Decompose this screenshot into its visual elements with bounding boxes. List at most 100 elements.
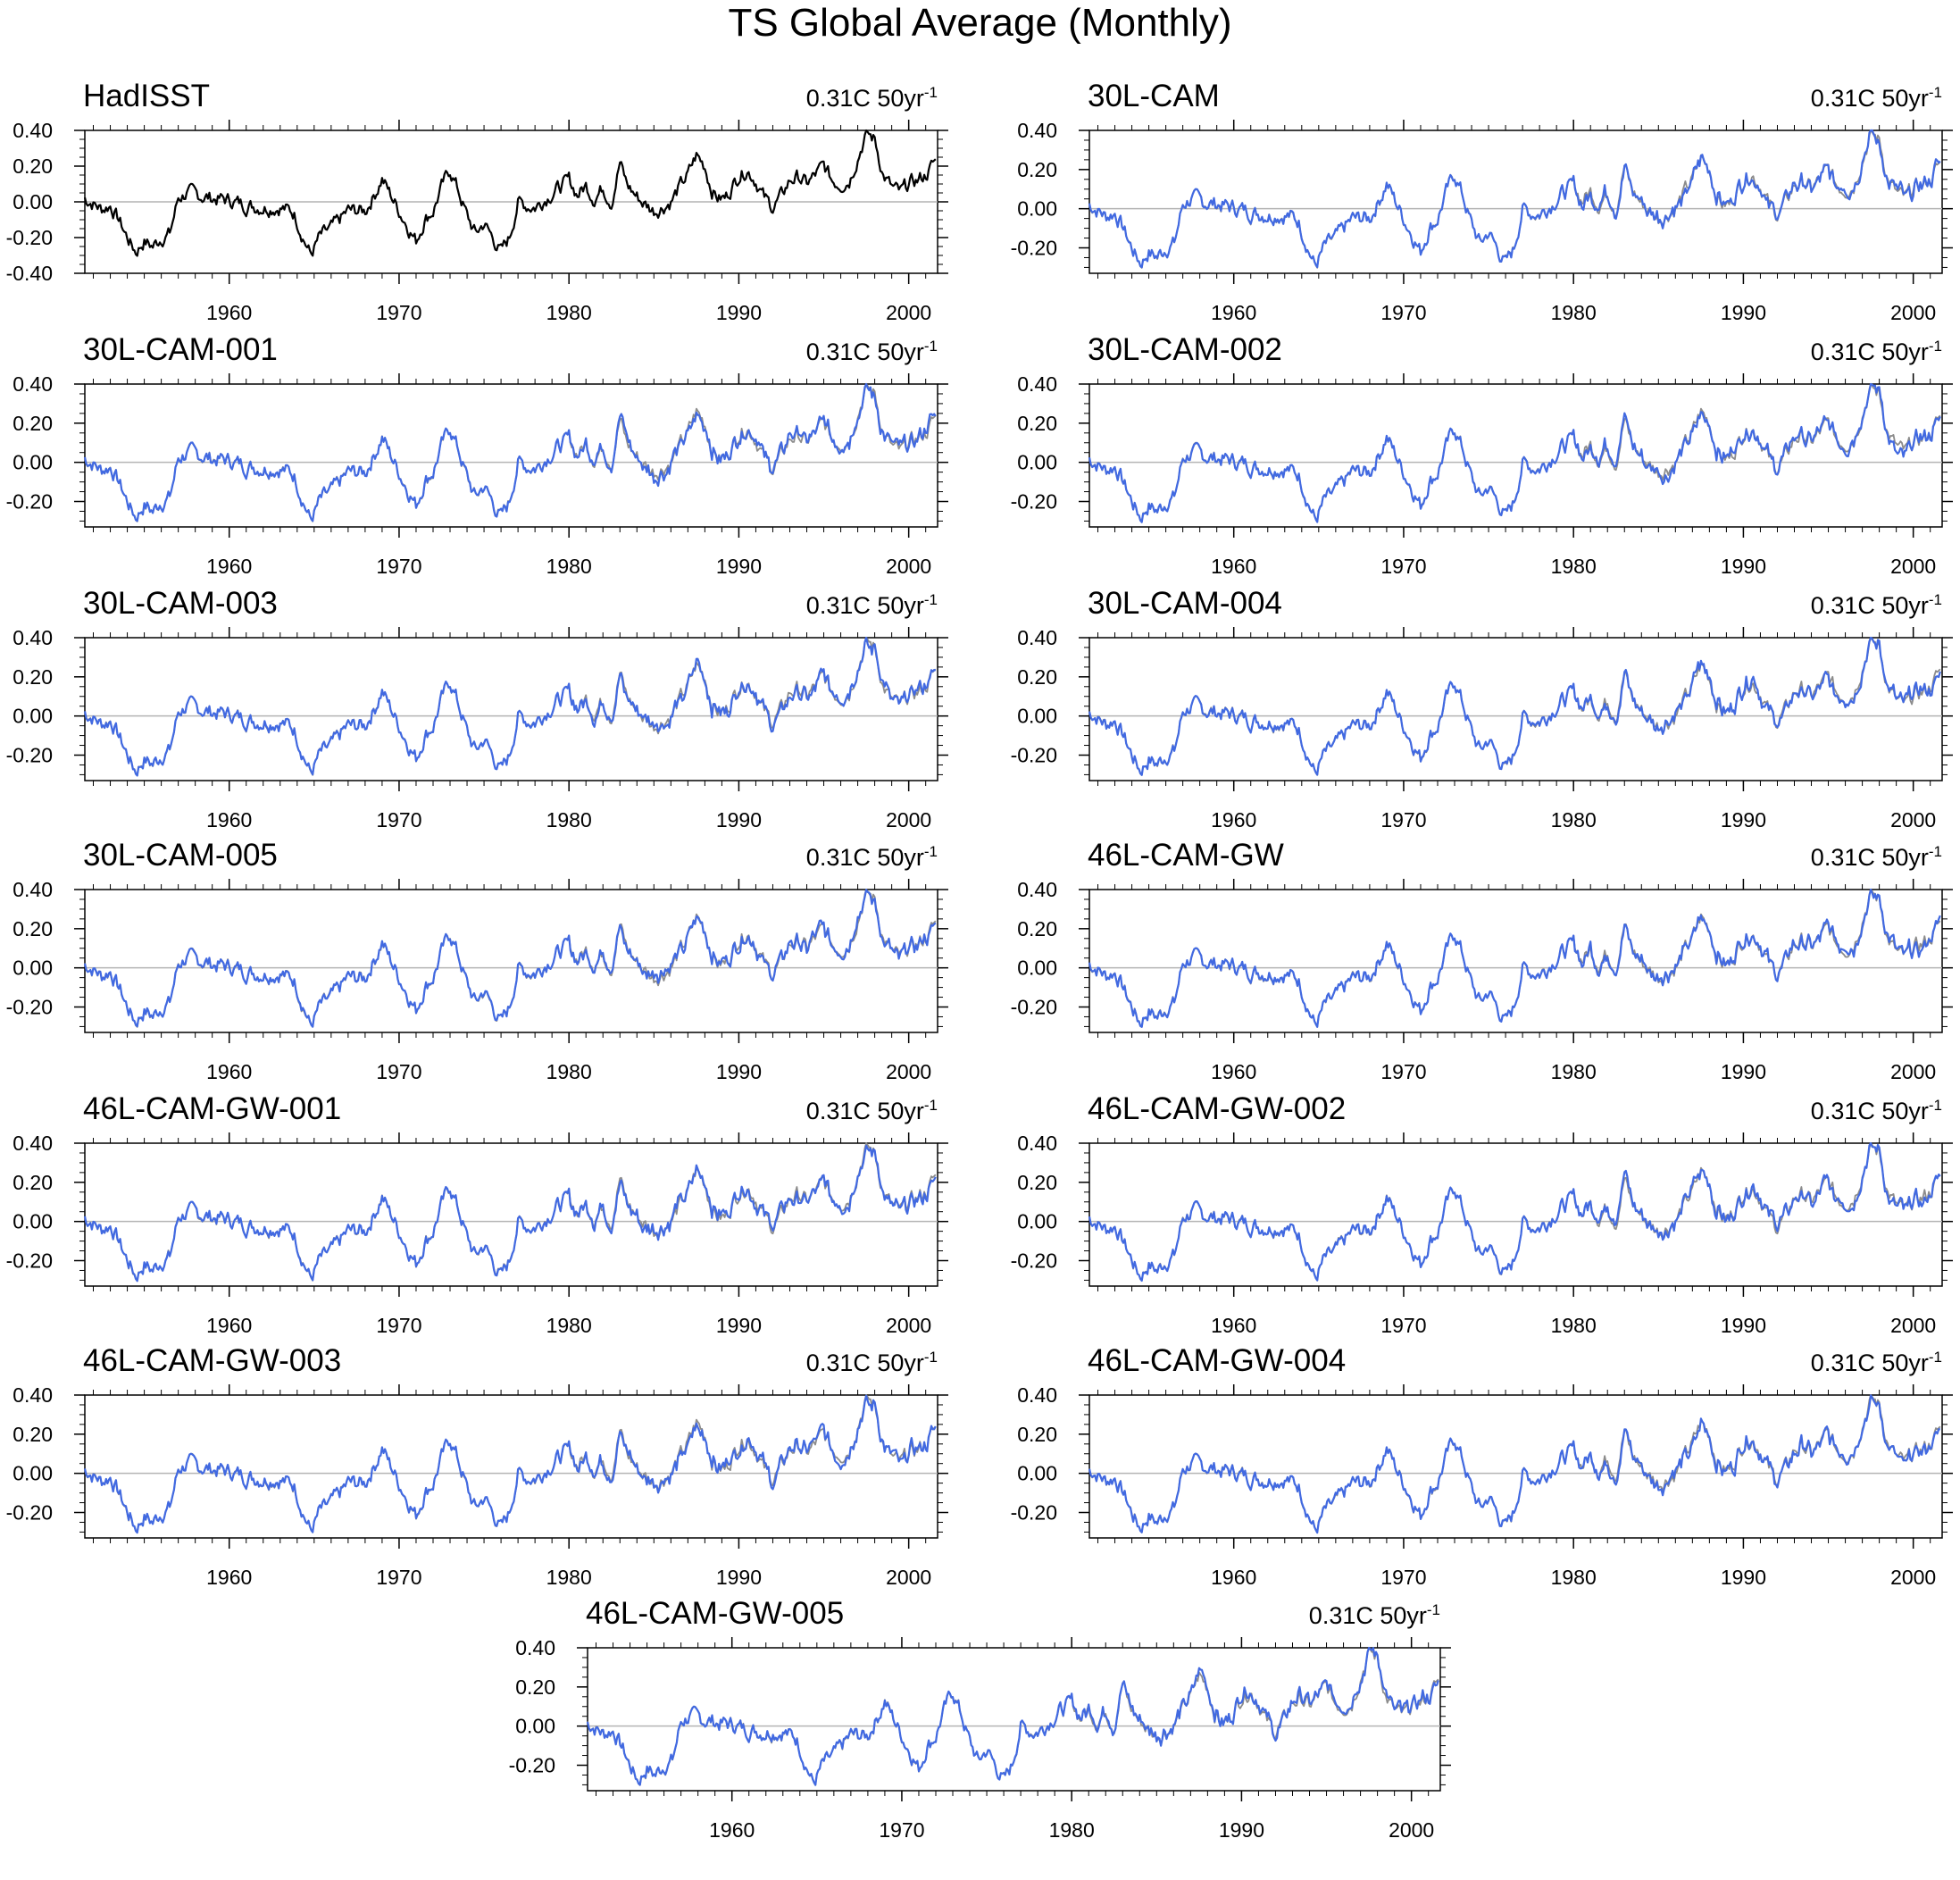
- x-tick-label: 1970: [1380, 301, 1426, 324]
- x-tick-label: 1970: [1380, 1314, 1426, 1337]
- plot-area: -0.20 0.00 0.20 0.40 1960 1970 1980 1990 2000: [1011, 626, 1953, 831]
- y-tick-label: -0.20: [1011, 490, 1057, 514]
- y-tick-label: 0.40: [13, 1132, 53, 1155]
- x-tick-label: 1990: [716, 808, 762, 831]
- y-tick-label: 0.20: [13, 412, 53, 435]
- plot-frame: [1088, 889, 1943, 1033]
- trend-value: 0.31C 50yr: [1810, 85, 1929, 112]
- panel-title: 30L-CAM-001: [83, 332, 278, 367]
- y-tick-label: 0.00: [13, 705, 53, 728]
- x-tick-label: 1990: [1219, 1818, 1264, 1842]
- plot-frame: [1088, 637, 1943, 781]
- plot-frame: [84, 383, 938, 528]
- x-tick-label: 1970: [1380, 808, 1426, 831]
- panel-title: 30L-CAM-005: [83, 838, 278, 873]
- y-tick-label: 0.40: [515, 1636, 555, 1659]
- y-tick-label: 0.20: [13, 917, 53, 940]
- panel-30l-cam: 30L-CAM 0.31C 50yr-1 -0.20 0.00 0.20 0.40 1960…: [1005, 79, 1960, 363]
- y-tick-label: 0.40: [13, 626, 53, 649]
- trend-label: 0.31C 50yr-1: [1764, 1349, 1942, 1377]
- trend-exponent: -1: [1928, 338, 1942, 355]
- series-line-model: [83, 1394, 937, 1534]
- plot-frame: [1088, 1142, 1943, 1287]
- series-line-model: [1088, 1394, 1940, 1534]
- x-tick-label: 1990: [1721, 1314, 1766, 1337]
- y-tick-label: 0.00: [13, 1462, 53, 1485]
- y-tick-label: 0.20: [1017, 1423, 1057, 1446]
- x-tick-label: 1960: [206, 301, 252, 324]
- x-tick-label: 2000: [1890, 555, 1936, 578]
- x-tick-label: 1980: [1551, 1566, 1597, 1589]
- panel-title: 46L-CAM-GW-004: [1088, 1343, 1347, 1378]
- x-tick-label: 1960: [206, 1060, 252, 1083]
- y-tick-label: -0.20: [1011, 996, 1057, 1019]
- y-tick-label: 0.40: [1017, 119, 1057, 142]
- x-tick-label: 1970: [376, 1566, 421, 1589]
- y-tick-label: -0.20: [6, 1249, 53, 1273]
- panel-title: 46L-CAM-GW: [1088, 838, 1284, 873]
- x-tick-label: 1990: [716, 1314, 762, 1337]
- series-line-model: [1088, 1141, 1941, 1283]
- x-tick-label: 1960: [206, 1566, 252, 1589]
- x-tick-label: 2000: [886, 555, 931, 578]
- y-tick-label: -0.40: [6, 262, 53, 285]
- x-tick-label: 1970: [1380, 1060, 1426, 1083]
- plot-area: -0.20 0.00 0.20 0.40 1960 1970 1980 1990 2000: [1011, 1132, 1953, 1337]
- plot-area: -0.20 0.00 0.20 0.40 1960 1970 1980 1990 2000: [509, 1636, 1451, 1842]
- trend-label: 0.31C 50yr-1: [759, 843, 938, 872]
- y-tick-label: 0.20: [515, 1675, 555, 1699]
- trend-exponent: -1: [923, 1349, 938, 1366]
- y-tick-label: 0.20: [1017, 412, 1057, 435]
- plot-area: -0.40 -0.20 0.00 0.20 0.40 1960 1970 1980 1990 20…: [6, 119, 948, 324]
- x-tick-label: 1980: [546, 1566, 592, 1589]
- y-tick-label: 0.40: [1017, 1132, 1057, 1155]
- panel-30l-cam-003: 30L-CAM-003 0.31C 50yr-1 -0.20 0.00 0.20 0.40…: [0, 586, 955, 870]
- plot-frame: [587, 1647, 1441, 1792]
- y-tick-label: 0.00: [1017, 197, 1057, 221]
- x-tick-label: 1980: [1551, 301, 1597, 324]
- panel-title: 30L-CAM-004: [1088, 586, 1282, 621]
- y-tick-label: 0.00: [13, 190, 53, 213]
- plot-frame: [84, 637, 938, 781]
- panel-title: 46L-CAM-GW-002: [1088, 1091, 1347, 1126]
- x-tick-label: 1970: [376, 1314, 421, 1337]
- figure-title: TS Global Average (Monthly): [728, 1, 1232, 45]
- plot-frame: [84, 1142, 938, 1287]
- panel-title: HadISST: [83, 79, 210, 113]
- trend-exponent: -1: [1928, 591, 1942, 608]
- trend-exponent: -1: [1928, 1349, 1942, 1366]
- y-tick-label: 0.00: [515, 1715, 555, 1738]
- trend-label: 0.31C 50yr-1: [759, 591, 938, 620]
- trend-label: 0.31C 50yr-1: [1262, 1601, 1440, 1630]
- trend-exponent: -1: [1426, 1601, 1440, 1618]
- plot-area: -0.20 0.00 0.20 0.40 1960 1970 1980 1990 2000: [1011, 878, 1953, 1083]
- panel-46l-cam-gw-003: 46L-CAM-GW-003 0.31C 50yr-1 -0.20 0.00 0.20 0…: [0, 1343, 955, 1627]
- panel-30l-cam-005: 30L-CAM-005 0.31C 50yr-1 -0.20 0.00 0.20 0.40…: [0, 838, 955, 1122]
- x-tick-label: 1970: [376, 555, 421, 578]
- trend-value: 0.31C 50yr: [805, 1098, 924, 1124]
- trend-value: 0.31C 50yr: [805, 338, 924, 365]
- trend-value: 0.31C 50yr: [1810, 1349, 1929, 1376]
- x-tick-label: 2000: [1890, 1314, 1936, 1337]
- x-tick-label: 2000: [886, 301, 931, 324]
- x-tick-label: 1960: [206, 1314, 252, 1337]
- y-tick-label: 0.20: [1017, 665, 1057, 689]
- y-tick-label: 0.20: [1017, 917, 1057, 940]
- plot-area: -0.20 0.00 0.20 0.40 1960 1970 1980 1990 2000: [6, 1383, 948, 1589]
- plot-area: -0.20 0.00 0.20 0.40 1960 1970 1980 1990 2000: [6, 878, 948, 1083]
- y-tick-label: 0.00: [1017, 957, 1057, 980]
- panel-46l-cam-gw-001: 46L-CAM-GW-001 0.31C 50yr-1 -0.20 0.00 0.20 0…: [0, 1091, 955, 1375]
- plot-frame: [1088, 383, 1943, 528]
- x-tick-label: 1970: [1380, 1566, 1426, 1589]
- y-tick-label: 0.20: [13, 1171, 53, 1194]
- trend-exponent: -1: [923, 843, 938, 860]
- x-tick-label: 1980: [1049, 1818, 1095, 1842]
- trend-exponent: -1: [923, 591, 938, 608]
- panel-hadisst: HadISST 0.31C 50yr-1 -0.40 -0.20 0.00 0.20 0.4…: [0, 79, 955, 363]
- x-tick-label: 1990: [1721, 301, 1766, 324]
- x-tick-label: 2000: [886, 1060, 931, 1083]
- x-tick-label: 1970: [376, 301, 421, 324]
- y-tick-label: -0.20: [6, 226, 53, 249]
- y-tick-label: -0.20: [1011, 744, 1057, 767]
- y-tick-label: 0.00: [13, 957, 53, 980]
